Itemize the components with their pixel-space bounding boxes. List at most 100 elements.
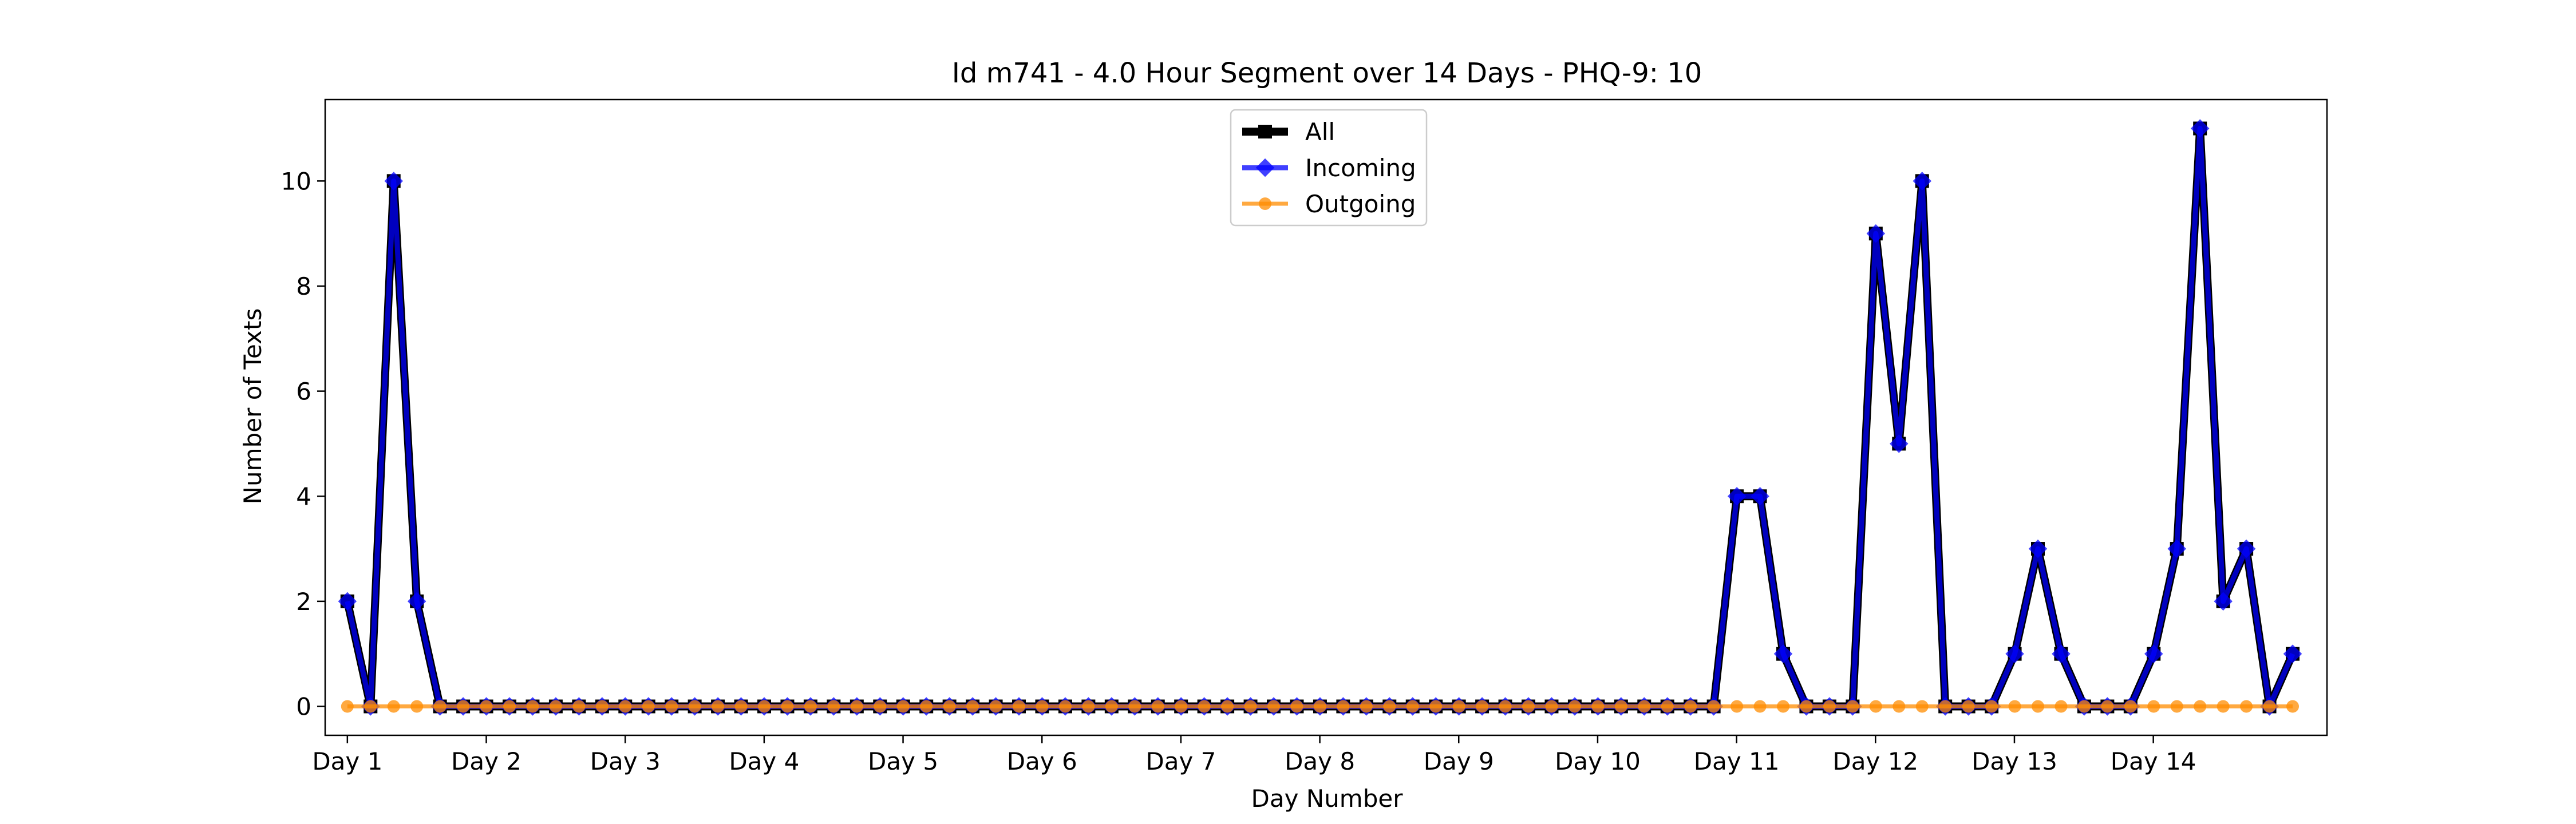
data-point: [1939, 700, 1952, 713]
x-tick-label: Day 14: [2111, 747, 2196, 775]
x-axis-label: Day Number: [1251, 785, 1403, 813]
data-point: [734, 700, 748, 713]
data-point: [341, 700, 354, 713]
data-point: [1383, 700, 1396, 713]
data-point: [2283, 644, 2302, 663]
data-point: [1255, 158, 1275, 177]
data-point: [1823, 700, 1836, 713]
data-point: [2077, 700, 2091, 713]
x-tick-label: Day 11: [1694, 747, 1780, 775]
data-point: [2055, 700, 2068, 713]
data-point: [2032, 700, 2045, 713]
data-point: [1661, 700, 1674, 713]
legend-item: All: [1242, 118, 1335, 146]
data-point: [827, 700, 840, 713]
data-point: [526, 700, 539, 713]
data-point: [2240, 700, 2253, 713]
data-point: [364, 700, 377, 713]
data-point: [1258, 125, 1272, 138]
data-point: [2263, 700, 2276, 713]
data-point: [384, 172, 403, 191]
data-point: [781, 700, 794, 713]
x-tick-label: Day 5: [868, 747, 938, 775]
x-tick-label: Day 8: [1285, 747, 1355, 775]
data-point: [2194, 700, 2207, 713]
data-point: [1751, 486, 1769, 506]
data-point: [1727, 486, 1747, 506]
data-point: [619, 700, 632, 713]
data-point: [549, 700, 562, 713]
data-point: [338, 592, 357, 611]
data-point: [1915, 700, 1929, 713]
data-point: [1730, 700, 1744, 713]
data-point: [966, 700, 979, 713]
data-point: [2167, 539, 2186, 558]
data-point: [1058, 700, 1072, 713]
x-tick-label: Day 7: [1145, 747, 1216, 775]
data-point: [665, 700, 678, 713]
data-point: [2052, 644, 2071, 663]
data-point: [758, 700, 771, 713]
data-point: [943, 700, 956, 713]
data-point: [1568, 700, 1581, 713]
x-tick-label: Day 1: [312, 747, 382, 775]
data-point: [1800, 700, 1813, 713]
y-tick-label: 6: [296, 378, 311, 406]
data-point: [433, 700, 447, 713]
legend-label: Outgoing: [1305, 190, 1416, 218]
data-point: [480, 700, 493, 713]
data-point: [1290, 700, 1303, 713]
y-tick-label: 4: [296, 482, 311, 510]
data-point: [1244, 700, 1257, 713]
legend-label: All: [1305, 118, 1335, 146]
data-point: [1128, 700, 1141, 713]
data-point: [2217, 700, 2230, 713]
data-point: [457, 700, 470, 713]
data-point: [1684, 700, 1697, 713]
data-point: [804, 700, 817, 713]
data-point: [1259, 197, 1271, 210]
data-point: [1777, 700, 1790, 713]
data-point: [1773, 644, 1793, 663]
legend-label: Incoming: [1305, 154, 1416, 182]
chart-title: Id m741 - 4.0 Hour Segment over 14 Days …: [952, 57, 1702, 89]
data-point: [920, 700, 933, 713]
data-point: [572, 700, 586, 713]
legend-box: [1230, 109, 1428, 227]
data-point: [1499, 700, 1512, 713]
data-point: [2286, 700, 2300, 713]
y-tick-label: 2: [296, 588, 311, 616]
data-point: [1614, 700, 1627, 713]
data-point: [2028, 539, 2048, 558]
data-point: [1985, 700, 1998, 713]
data-point: [1151, 700, 1164, 713]
y-tick-label: 10: [281, 167, 311, 195]
data-point: [2144, 644, 2163, 663]
y-tick-label: 8: [296, 272, 311, 300]
data-point: [1198, 700, 1211, 713]
data-point: [1452, 700, 1465, 713]
data-point: [642, 700, 655, 713]
data-point: [712, 700, 725, 713]
data-point: [1267, 700, 1281, 713]
data-point: [1866, 224, 1886, 243]
data-point: [2124, 700, 2137, 713]
data-point: [1175, 700, 1188, 713]
data-point: [1638, 700, 1651, 713]
data-point: [1036, 700, 1049, 713]
data-point: [2101, 700, 2114, 713]
plot-frame: [324, 98, 2328, 736]
data-point: [407, 592, 426, 611]
x-tick-label: Day 2: [451, 747, 521, 775]
data-point: [1893, 700, 1906, 713]
data-point: [989, 700, 1002, 713]
data-point: [1221, 700, 1234, 713]
data-point: [874, 700, 887, 713]
data-point: [1013, 700, 1026, 713]
data-point: [2008, 700, 2021, 713]
x-tick-label: Day 6: [1007, 747, 1077, 775]
data-point: [2214, 592, 2233, 611]
data-point: [1913, 172, 1931, 191]
data-point: [1313, 700, 1326, 713]
